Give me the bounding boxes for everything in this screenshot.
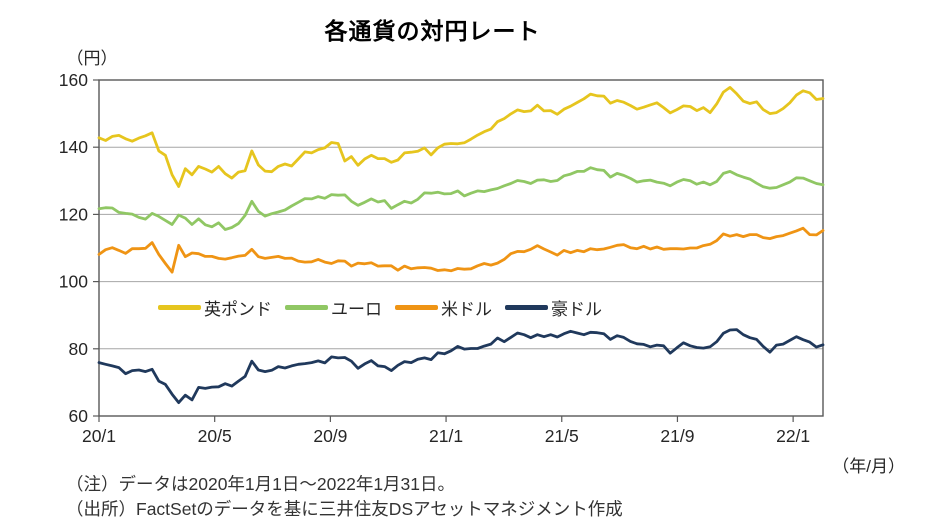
legend-item-eur: ユーロ — [285, 295, 382, 320]
aud-line-swatch — [505, 305, 548, 310]
legend-item-aud: 豪ドル — [505, 295, 602, 320]
x-tick-label: 20/9 — [313, 426, 347, 446]
x-tick-label: 20/5 — [198, 426, 232, 446]
y-tick-label: 160 — [59, 70, 88, 90]
y-tick-label: 120 — [59, 204, 88, 224]
series-line-aud — [97, 328, 825, 405]
series-line-eur — [97, 166, 825, 231]
series-line-usd — [97, 226, 825, 274]
x-tick-label: 21/1 — [429, 426, 463, 446]
footnote-source: （出所）FactSetのデータを基に三井住友DSアセットマネジメント作成 — [66, 499, 623, 519]
x-tick-label: 21/9 — [660, 426, 694, 446]
y-tick-label: 140 — [59, 137, 88, 157]
gbp-line-swatch — [158, 305, 201, 310]
legend-label-eur: ユーロ — [331, 300, 382, 319]
footnote-data-range: （注）データは2020年1月1日～2022年1月31日。 — [66, 474, 456, 494]
y-tick-label: 80 — [69, 339, 89, 359]
y-tick-label: 100 — [59, 272, 88, 292]
x-tick-label: 20/1 — [82, 426, 116, 446]
legend-label-gbp: 英ポンド — [204, 300, 272, 319]
legend-label-usd: 米ドル — [441, 300, 492, 319]
eur-line-swatch — [285, 305, 328, 310]
legend-item-gbp: 英ポンド — [158, 295, 272, 320]
chart-title: 各通貨の対円レート — [324, 18, 541, 44]
usd-line-swatch — [395, 305, 438, 310]
legend: 英ポンド ユーロ 米ドル 豪ドル — [158, 295, 602, 320]
legend-item-usd: 米ドル — [395, 295, 492, 320]
y-axis-unit-label: （円） — [66, 49, 118, 68]
plot-border — [98, 79, 824, 417]
x-axis-unit-label: （年/月） — [832, 457, 905, 476]
series-line-gbp — [97, 86, 825, 188]
legend-label-aud: 豪ドル — [551, 300, 602, 319]
y-tick-label: 60 — [69, 406, 89, 426]
x-tick-label: 21/5 — [545, 426, 579, 446]
x-tick-label: 22/1 — [776, 426, 810, 446]
